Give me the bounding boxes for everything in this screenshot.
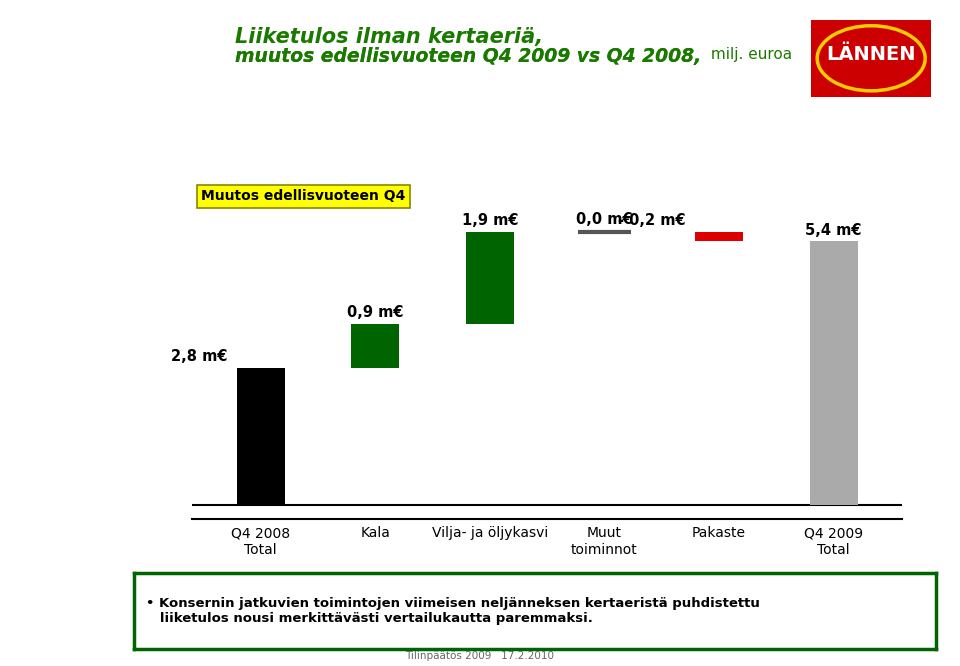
Text: muutos edellisvuoteen Q4 2009 vs Q4 2008,: muutos edellisvuoteen Q4 2009 vs Q4 2008… [235,47,702,66]
Text: 5,4 m€: 5,4 m€ [805,222,862,238]
Text: milj. euroa: milj. euroa [706,47,792,62]
Text: - 0,2 m€: - 0,2 m€ [618,213,685,228]
Text: 0,0 m€: 0,0 m€ [576,212,633,227]
Text: 0,9 m€: 0,9 m€ [348,306,403,320]
Text: 1,9 m€: 1,9 m€ [462,213,518,228]
Text: muutos edellisvuoteen Q4 2009 vs Q4 2008,: muutos edellisvuoteen Q4 2009 vs Q4 2008… [235,47,702,66]
Text: Liiketulos ilman kertaeriä,: Liiketulos ilman kertaeriä, [235,27,543,47]
Bar [695,232,743,242]
Text: • Konsernin jatkuvien toimintojen viimeisen neljänneksen kertaeristä puhdistettu: • Konsernin jatkuvien toimintojen viimei… [147,597,760,625]
Bar [237,368,285,505]
Text: LÄNNEN: LÄNNEN [827,45,916,64]
Text: Muutos edellisvuoteen Q4: Muutos edellisvuoteen Q4 [202,189,405,203]
Bar [351,324,399,368]
Text: 2,8 m€: 2,8 m€ [171,350,228,364]
Bar [809,242,857,505]
Text: Tilinpäätös 2009   17.2.2010: Tilinpäätös 2009 17.2.2010 [405,651,555,661]
Bar [466,232,514,324]
